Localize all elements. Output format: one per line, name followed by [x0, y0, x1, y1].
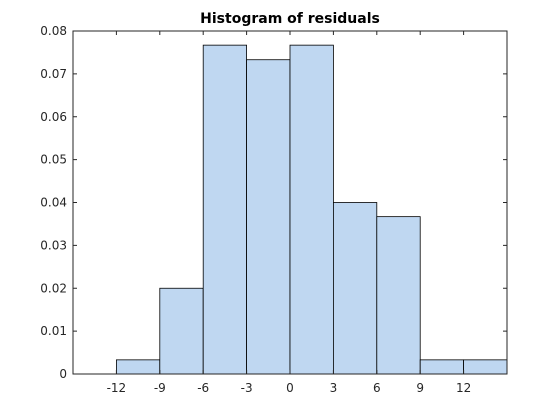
y-tick-label: 0.05	[40, 153, 67, 167]
histogram-bar	[246, 59, 291, 375]
x-tick-label: -6	[197, 381, 209, 395]
histogram-bar	[159, 287, 204, 375]
histogram-bar	[376, 216, 421, 375]
x-tick-label: -3	[241, 381, 253, 395]
x-tick-label: -12	[107, 381, 127, 395]
y-tick-label: 0	[59, 367, 67, 381]
histogram-bar	[116, 359, 161, 375]
x-axis-ticks: -12 -9 -6 -3 0 3 6 9 12	[107, 31, 471, 395]
x-tick-label: 3	[330, 381, 338, 395]
y-tick-label: 0.07	[40, 67, 67, 81]
chart-title: Histogram of residuals	[200, 11, 380, 27]
histogram-bar	[419, 359, 465, 375]
y-tick-label: 0.04	[40, 196, 67, 210]
x-tick-label: -9	[154, 381, 166, 395]
histogram-bar	[463, 359, 508, 375]
x-tick-label: 9	[416, 381, 424, 395]
y-tick-label: 0.03	[40, 238, 67, 252]
x-tick-label: 6	[373, 381, 381, 395]
y-tick-label: 0.08	[40, 24, 67, 38]
histogram-bar	[332, 202, 378, 375]
x-tick-label: 12	[456, 381, 471, 395]
y-tick-label: 0.06	[40, 110, 67, 124]
histogram-bar	[202, 44, 247, 375]
x-tick-label: 0	[286, 381, 294, 395]
histogram-bar	[289, 44, 334, 375]
bars-group	[116, 44, 508, 375]
y-tick-label: 0.01	[40, 324, 67, 338]
y-axis-ticks: 0 0.01 0.02 0.03 0.04 0.05 0.06 0.07 0.08	[40, 24, 507, 381]
y-tick-label: 0.02	[40, 281, 67, 295]
